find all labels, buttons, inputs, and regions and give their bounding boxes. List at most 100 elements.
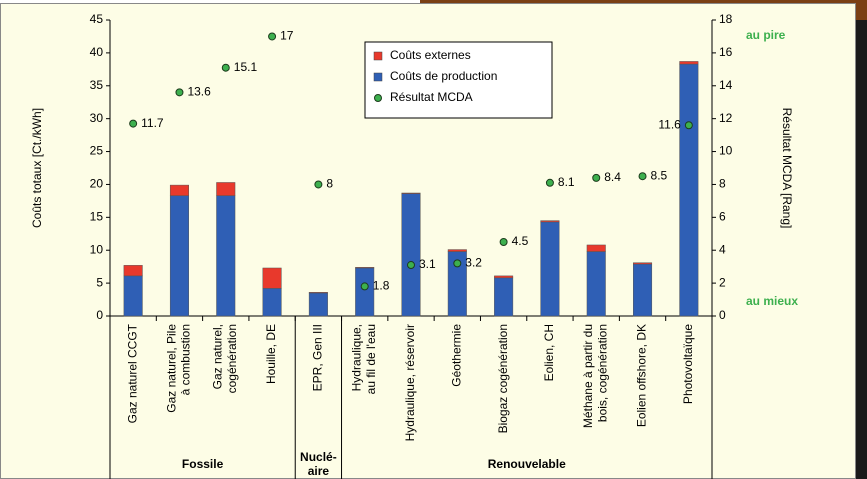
x-tick-label: Hydraulique, réservoir xyxy=(403,324,417,441)
bar xyxy=(308,292,328,294)
y-tick-label: 45 xyxy=(90,12,104,26)
data-label: 4.5 xyxy=(512,234,529,248)
marker xyxy=(684,121,693,130)
legend-swatch xyxy=(373,51,383,61)
bar xyxy=(216,195,236,317)
marker xyxy=(592,173,601,182)
data-label: 11.6 xyxy=(658,117,681,131)
marker xyxy=(499,238,508,246)
x-tick-label: Méthane à partir dubois, cogénération xyxy=(581,324,609,428)
y2-tick-label: 14 xyxy=(719,78,733,92)
legend-label: Coûts de production xyxy=(390,69,497,83)
bar xyxy=(262,288,282,317)
data-label: 8.5 xyxy=(651,168,668,182)
bar xyxy=(679,63,699,317)
data-label: 8.4 xyxy=(604,170,621,184)
legend-swatch xyxy=(373,72,383,82)
marker xyxy=(638,172,647,181)
bar xyxy=(586,244,606,252)
x-tick-label-group: Houille, DE xyxy=(264,324,278,384)
marker xyxy=(545,178,554,187)
x-tick-label-group: Photovoltaïque xyxy=(681,324,695,404)
y-tick-label: 25 xyxy=(90,144,104,158)
x-tick-label: EPR, Gen III xyxy=(311,324,325,391)
x-tick-label: Hydraulique,au fil de l'eau xyxy=(350,324,378,394)
x-tick-label: Eolien offshore, DK xyxy=(635,324,649,427)
data-label: 8 xyxy=(326,177,333,191)
marker xyxy=(407,261,415,270)
bar xyxy=(633,262,653,265)
x-tick-label: Gaz naturel CCGT xyxy=(125,323,139,423)
x-tick-label-group: Eolien offshore, DK xyxy=(635,324,649,427)
marker xyxy=(360,282,369,291)
marker xyxy=(268,32,277,41)
legend-label: Coûts externes xyxy=(390,48,471,62)
bar xyxy=(540,221,560,317)
data-label: 11.7 xyxy=(141,116,164,130)
x-tick-label: Houille, DE xyxy=(264,324,278,384)
data-label: 17 xyxy=(280,29,294,43)
bar xyxy=(447,249,467,252)
x-tick-label: Eolien, CH xyxy=(542,324,556,381)
data-label: 13.6 xyxy=(187,85,211,99)
bar xyxy=(401,192,421,194)
x-tick-label-group: Biogaz cogénération xyxy=(496,324,510,433)
x-tick-label-group: Gaz naturel CCGT xyxy=(125,323,139,423)
bar xyxy=(123,275,143,317)
y2-tick-label: 18 xyxy=(719,12,733,26)
bar xyxy=(355,267,375,317)
bar xyxy=(494,277,514,317)
data-label: 1.8 xyxy=(373,279,390,293)
group-label: Nuclé-aire xyxy=(300,450,337,478)
y2-tick-label: 12 xyxy=(719,111,733,125)
y-tick-label: 0 xyxy=(96,308,103,322)
x-tick-label-group: EPR, Gen III xyxy=(311,324,325,391)
bar xyxy=(169,184,189,196)
y2-tick-label: 2 xyxy=(719,275,726,289)
y2-tick-label: 4 xyxy=(719,242,726,256)
annotation: au pire xyxy=(746,28,786,42)
y-tick-label: 40 xyxy=(90,45,104,59)
bar xyxy=(633,263,653,317)
bar xyxy=(586,251,606,317)
group-label: Fossile xyxy=(182,457,224,471)
x-tick-label-group: Géothermie xyxy=(449,324,463,387)
x-tick-label: Photovoltaïque xyxy=(681,324,695,404)
bar xyxy=(540,220,560,223)
x-tick-label-group: Hydraulique, réservoir xyxy=(403,324,417,441)
y2-tick-label: 6 xyxy=(719,210,726,224)
legend-label: Résultat MCDA xyxy=(390,90,473,104)
marker xyxy=(221,63,230,72)
data-label: 3.2 xyxy=(465,256,482,270)
marker xyxy=(129,119,138,128)
x-tick-label-group: Gaz naturel, Pileà combustion xyxy=(164,324,192,413)
y-tick-label: 10 xyxy=(90,242,104,256)
marker xyxy=(314,180,323,189)
x-tick-label-group: Gaz naturel,cogénération xyxy=(211,324,239,393)
x-tick-label: Géothermie xyxy=(449,324,463,387)
background-edge xyxy=(855,20,867,479)
group-label: Renouvelable xyxy=(488,457,566,471)
x-tick-label-group: Méthane à partir dubois, cogénération xyxy=(581,324,609,428)
y2-tick-label: 16 xyxy=(719,45,733,59)
y-tick-label: 15 xyxy=(90,210,104,224)
x-tick-label: Gaz naturel, Pileà combustion xyxy=(164,324,192,413)
annotation: au mieux xyxy=(746,294,798,308)
bar xyxy=(123,265,143,277)
y-tick-label: 35 xyxy=(90,78,104,92)
data-label: 8.1 xyxy=(558,175,575,189)
bar xyxy=(355,267,375,269)
y-tick-label: 5 xyxy=(96,275,103,289)
bar xyxy=(679,61,699,65)
data-label: 3.1 xyxy=(419,257,436,271)
legend-swatch xyxy=(374,94,382,102)
bar xyxy=(169,195,189,317)
legend xyxy=(364,41,553,119)
marker xyxy=(175,88,184,97)
bar xyxy=(308,292,328,317)
bar xyxy=(401,193,421,317)
y2-tick-label: 8 xyxy=(719,177,726,191)
bar xyxy=(216,182,236,196)
y-tick-label: 20 xyxy=(90,177,104,191)
